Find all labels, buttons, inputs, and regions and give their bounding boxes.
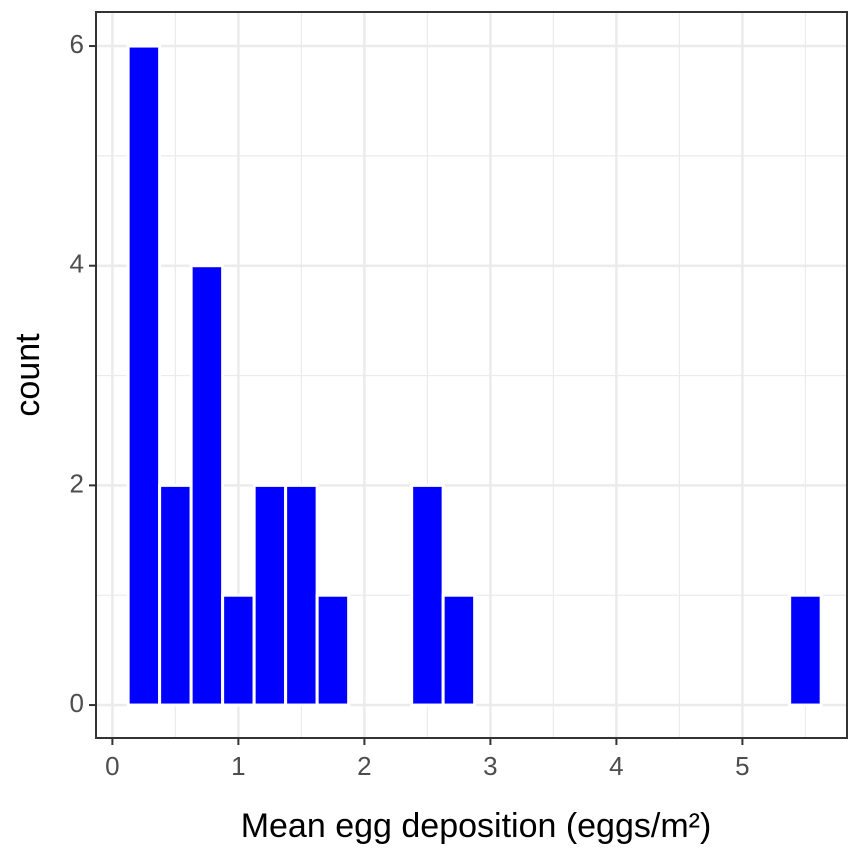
y-tick-label: 2 [70,468,84,498]
x-tick-label: 5 [735,751,749,781]
x-tick-label: 4 [609,751,623,781]
y-tick-label: 6 [70,29,84,59]
y-tick-label: 4 [70,249,84,279]
panel-border [95,11,848,739]
x-tick-label: 2 [357,751,371,781]
bar [158,483,193,707]
bar [441,593,477,707]
x-tick-label: 1 [231,751,245,781]
bar [252,483,288,707]
x-axis-label: Mean egg deposition (eggs/m²) [241,807,712,845]
bar [189,264,225,707]
y-axis-label: count [9,333,47,417]
bar [126,44,162,707]
bar [788,593,823,707]
x-tick-label: 3 [483,751,497,781]
x-tick-label: 0 [105,751,119,781]
bar [284,483,319,707]
y-tick-label: 0 [70,688,84,718]
bar [410,483,445,707]
bar [315,593,351,707]
bar [221,593,256,707]
